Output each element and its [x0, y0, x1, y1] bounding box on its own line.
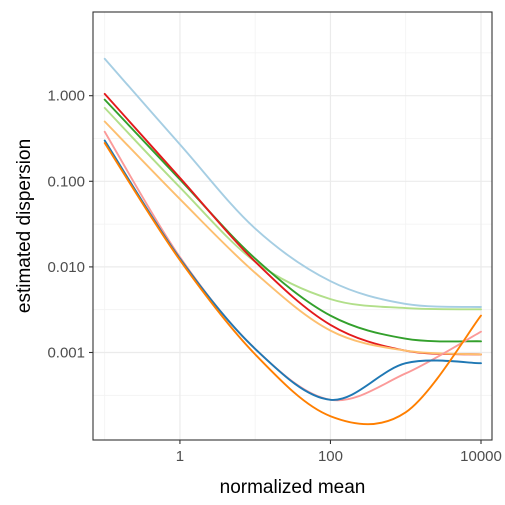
y-tick-label: 0.001 [47, 344, 85, 361]
series-line-2 [103, 106, 482, 311]
x-axis-ticks: 1 100 10000 [176, 440, 502, 465]
y-axis-title: estimated dispersion [14, 139, 35, 313]
plot-panel [93, 12, 492, 440]
y-tick-label: 1.000 [47, 88, 85, 105]
y-axis-ticks: 0.001 0.010 0.100 1.000 [47, 88, 93, 361]
series-line-5 [103, 120, 482, 356]
series-line-1 [103, 57, 482, 308]
y-tick-label: 0.010 [47, 259, 85, 276]
y-tick-label: 0.100 [47, 173, 85, 190]
series-line-3 [103, 98, 482, 343]
series-lines [103, 57, 482, 426]
major-grid [93, 12, 492, 440]
x-tick-label: 100 [318, 448, 343, 465]
x-tick-label: 10000 [460, 448, 502, 465]
x-tick-label: 1 [176, 448, 184, 465]
x-axis-title: normalized mean [220, 477, 366, 498]
plot-border [92, 11, 493, 441]
series-line-8 [103, 142, 482, 426]
